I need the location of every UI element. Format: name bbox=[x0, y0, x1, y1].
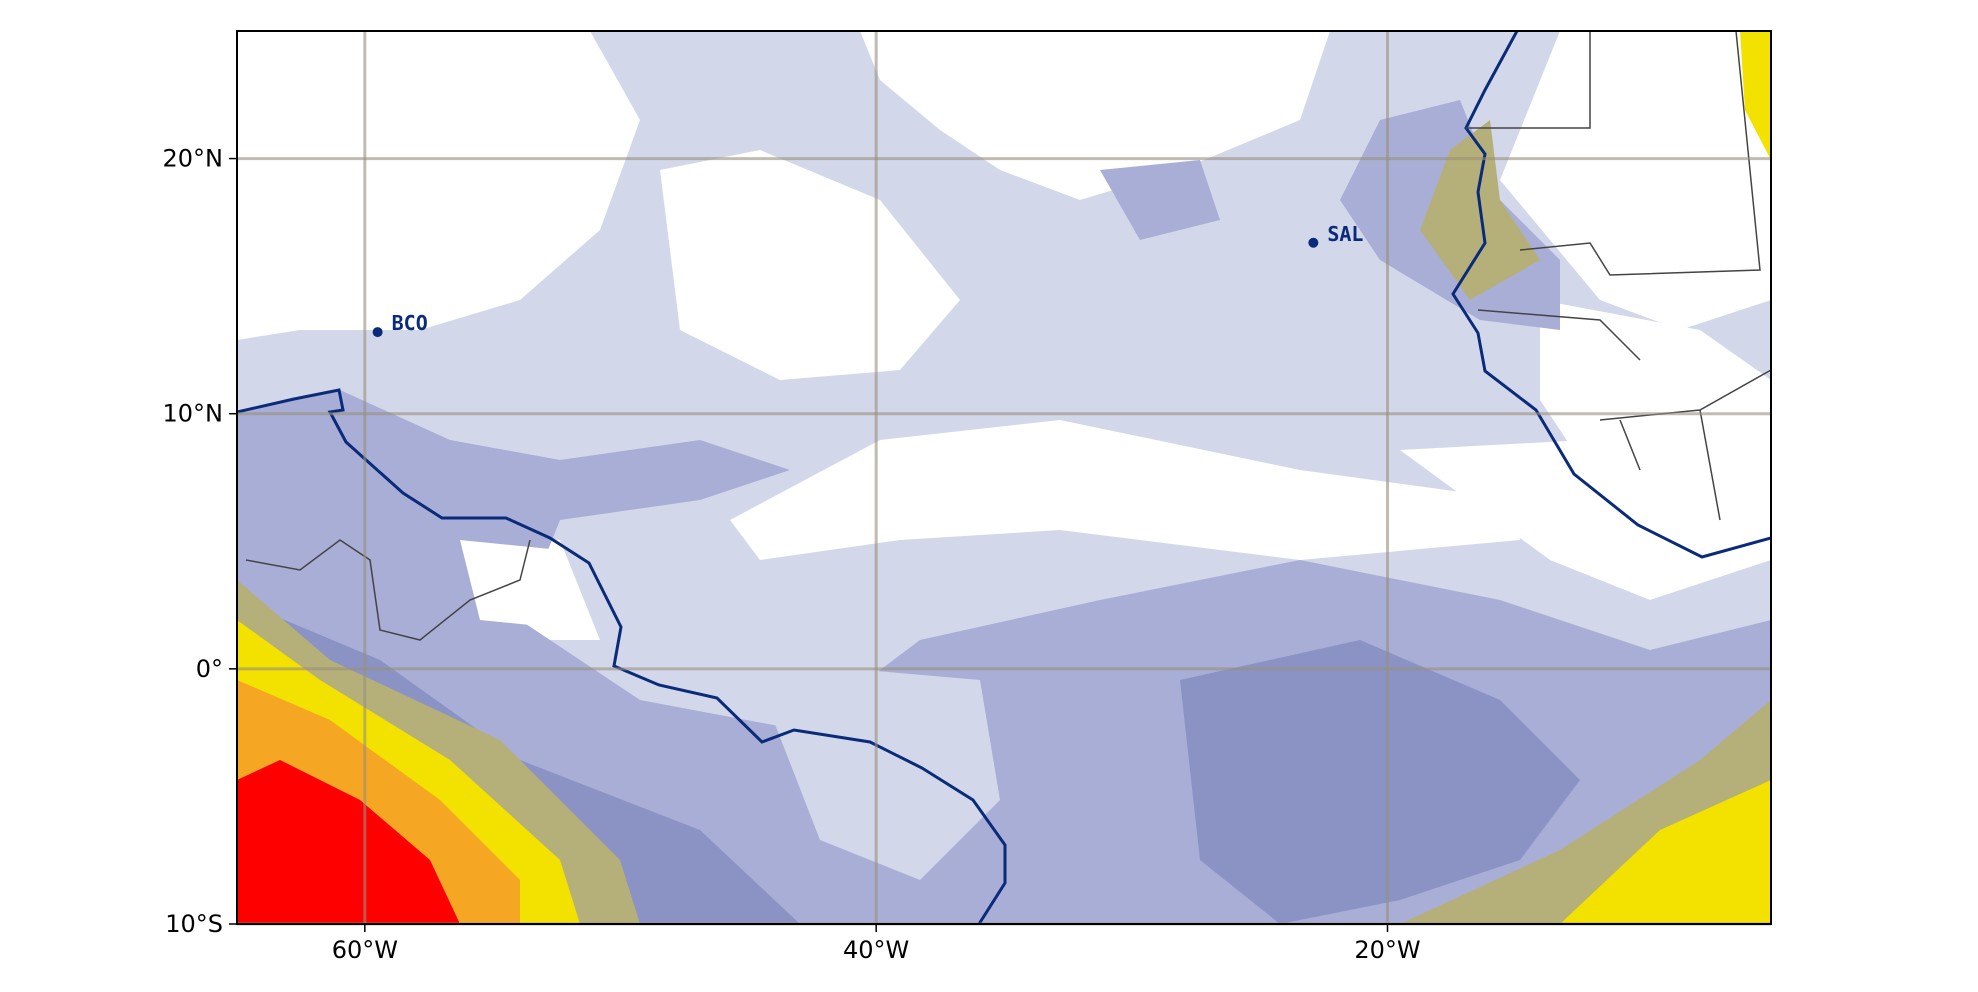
y-tick-label: 0° bbox=[196, 655, 223, 683]
coastlines bbox=[237, 31, 1771, 924]
station-label: BCO bbox=[392, 311, 428, 335]
ticks: 60°W 40°W 20°W 10°S 0° 10°N 20°N bbox=[163, 145, 1421, 964]
x-tick-label: 60°W bbox=[332, 936, 398, 964]
y-tick-label: 10°S bbox=[165, 910, 223, 938]
map-frame bbox=[236, 30, 1772, 925]
field bbox=[237, 31, 1771, 924]
station-label: SAL bbox=[1327, 222, 1363, 246]
station-marker bbox=[372, 327, 383, 338]
y-tick-label: 10°N bbox=[163, 400, 224, 428]
station-marker bbox=[1308, 237, 1319, 248]
x-tick-label: 40°W bbox=[843, 936, 909, 964]
stations: BCO SAL bbox=[372, 222, 1363, 338]
x-tick-label: 20°W bbox=[1354, 936, 1420, 964]
y-tick-label: 20°N bbox=[163, 145, 224, 173]
